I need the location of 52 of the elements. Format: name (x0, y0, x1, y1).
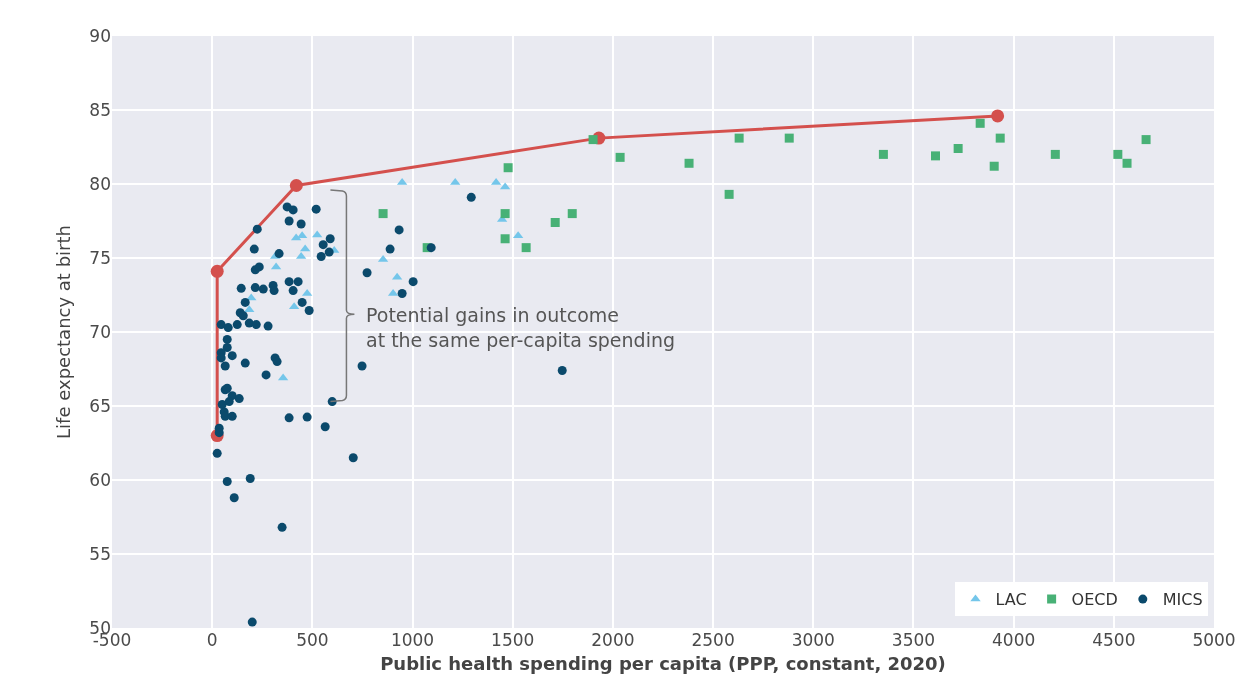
point (953, 143, 963, 153)
point (734, 133, 744, 143)
point (724, 189, 734, 199)
point (500, 234, 510, 244)
annotation: Potential gains in outcome at the same per-capita spending (366, 304, 676, 351)
y-tick-label: 85 (89, 99, 111, 120)
point (244, 305, 255, 313)
point (521, 243, 531, 253)
x-tick-label: 3000 (791, 630, 835, 650)
y-tick-label: 90 (89, 25, 111, 46)
point (995, 133, 1005, 143)
point (1122, 158, 1132, 168)
point (289, 178, 303, 192)
point (210, 264, 224, 278)
x-tick-label: 1500 (491, 630, 535, 650)
x-tick-label: 1000 (390, 630, 435, 650)
y-tick-label: 55 (89, 543, 111, 564)
x-tick-label: 3500 (891, 630, 936, 650)
point (503, 163, 513, 173)
y-tick-label: 65 (89, 395, 111, 416)
point (1141, 135, 1151, 145)
x-tick-label: 500 (296, 630, 329, 650)
y-tick-label: 75 (89, 247, 111, 268)
x-tick-label: 4000 (992, 630, 1036, 650)
x-tick-label: 4500 (1092, 630, 1136, 650)
legend-label: MICS (1162, 590, 1203, 610)
legend-label: LAC (995, 590, 1027, 610)
point (550, 217, 560, 227)
y-tick-label: 80 (89, 173, 111, 194)
point (878, 149, 888, 159)
point (588, 135, 598, 145)
point (991, 109, 1005, 123)
x-tick-label: 0 (206, 630, 218, 650)
x-tick-label: 2500 (691, 630, 735, 650)
x-axis-title: Public health spending per capita (PPP, constant, 2020) (380, 653, 946, 675)
y-tick-label: 70 (89, 321, 111, 342)
point (567, 209, 577, 219)
point (500, 209, 510, 219)
point (378, 209, 388, 219)
legend-label: OECD (1071, 590, 1118, 610)
point (1113, 149, 1123, 159)
point (784, 133, 794, 143)
y-tick-label: 60 (89, 469, 111, 490)
y-axis-title: Life expectancy at birth (52, 225, 74, 439)
x-tick-label: 5000 (1192, 630, 1236, 650)
point (989, 161, 999, 171)
point (684, 158, 694, 168)
point (930, 151, 940, 161)
point (615, 152, 625, 162)
point (975, 118, 985, 128)
point (1050, 149, 1060, 159)
x-tick-label: 2000 (591, 630, 635, 650)
